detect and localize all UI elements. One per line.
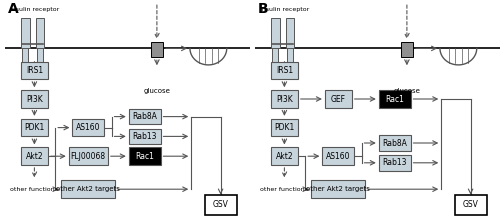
Text: GSV: GSV	[462, 200, 478, 209]
FancyBboxPatch shape	[322, 147, 354, 165]
Text: FLJ00068: FLJ00068	[70, 152, 106, 161]
FancyBboxPatch shape	[272, 48, 278, 62]
FancyBboxPatch shape	[271, 90, 298, 108]
Text: Rac1: Rac1	[385, 95, 404, 103]
FancyBboxPatch shape	[72, 119, 104, 136]
FancyBboxPatch shape	[151, 42, 163, 57]
FancyBboxPatch shape	[37, 48, 43, 62]
Text: Rab13: Rab13	[382, 158, 407, 167]
Text: insulin receptor: insulin receptor	[10, 7, 59, 12]
Text: B: B	[258, 2, 268, 16]
Text: PDK1: PDK1	[274, 123, 294, 132]
FancyBboxPatch shape	[128, 129, 160, 144]
FancyBboxPatch shape	[271, 119, 298, 136]
Text: other Akt2 targets: other Akt2 targets	[56, 186, 120, 192]
FancyBboxPatch shape	[128, 147, 160, 165]
Text: PI3K: PI3K	[26, 95, 43, 103]
Text: PI3K: PI3K	[276, 95, 293, 103]
Text: Rac1: Rac1	[135, 152, 154, 161]
FancyBboxPatch shape	[271, 62, 298, 79]
FancyBboxPatch shape	[401, 42, 413, 57]
FancyBboxPatch shape	[271, 18, 280, 48]
FancyBboxPatch shape	[62, 180, 116, 198]
Text: other functions: other functions	[260, 187, 308, 192]
Text: GEF: GEF	[331, 95, 346, 103]
Text: Akt2: Akt2	[276, 152, 293, 161]
FancyBboxPatch shape	[378, 90, 410, 108]
FancyBboxPatch shape	[22, 48, 29, 62]
FancyBboxPatch shape	[378, 155, 410, 170]
Text: AS160: AS160	[326, 152, 350, 161]
Text: Akt2: Akt2	[26, 152, 43, 161]
Text: A: A	[8, 2, 18, 16]
FancyBboxPatch shape	[271, 147, 298, 165]
Text: AS160: AS160	[76, 123, 100, 132]
FancyBboxPatch shape	[36, 18, 44, 48]
FancyBboxPatch shape	[128, 109, 160, 124]
FancyBboxPatch shape	[21, 119, 48, 136]
Text: glucose: glucose	[144, 88, 171, 94]
Text: glucose: glucose	[394, 88, 420, 94]
Text: IRS1: IRS1	[276, 66, 293, 75]
Text: PDK1: PDK1	[24, 123, 44, 132]
Text: GSV: GSV	[212, 200, 228, 209]
FancyBboxPatch shape	[378, 135, 410, 151]
FancyBboxPatch shape	[21, 18, 29, 48]
FancyBboxPatch shape	[325, 90, 352, 108]
FancyBboxPatch shape	[312, 180, 365, 198]
Text: other functions: other functions	[10, 187, 58, 192]
FancyBboxPatch shape	[21, 62, 48, 79]
FancyBboxPatch shape	[286, 18, 294, 48]
FancyBboxPatch shape	[287, 48, 293, 62]
Text: Rab13: Rab13	[132, 132, 157, 141]
Text: Rab8A: Rab8A	[132, 112, 157, 121]
FancyBboxPatch shape	[21, 90, 48, 108]
Text: insulin receptor: insulin receptor	[260, 7, 309, 12]
FancyBboxPatch shape	[21, 147, 48, 165]
FancyBboxPatch shape	[454, 195, 486, 214]
FancyBboxPatch shape	[68, 147, 108, 165]
Text: IRS1: IRS1	[26, 66, 43, 75]
Text: Rab8A: Rab8A	[382, 139, 407, 147]
Text: other Akt2 targets: other Akt2 targets	[306, 186, 370, 192]
FancyBboxPatch shape	[204, 195, 236, 214]
